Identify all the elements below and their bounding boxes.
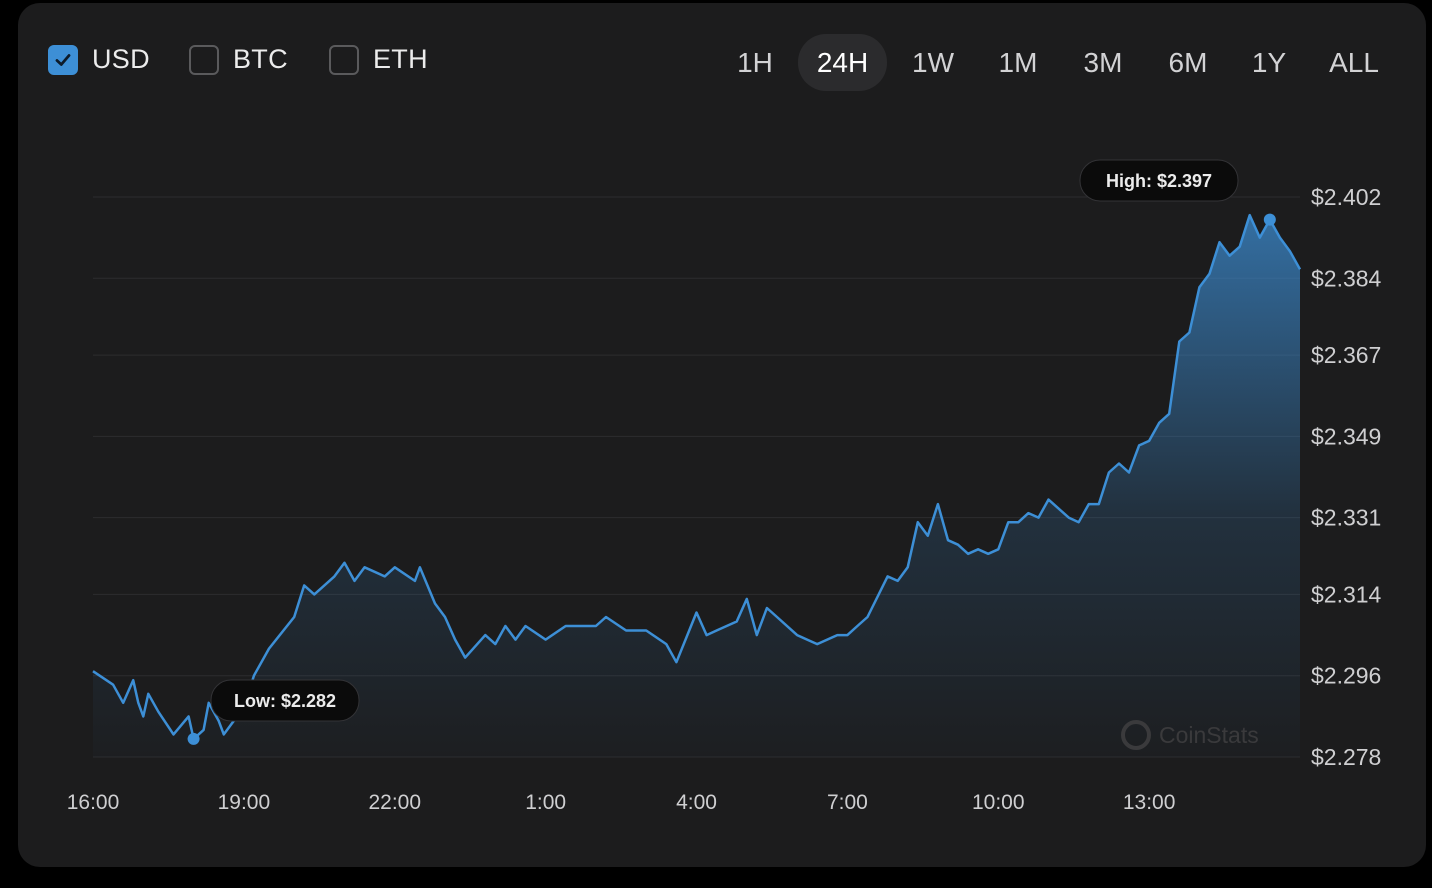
high-point-marker — [1263, 213, 1276, 226]
timeframe-6m[interactable]: 6M — [1168, 47, 1208, 78]
currency-toggle-usd[interactable]: USD — [48, 44, 150, 75]
coinstats-logo-icon — [1121, 720, 1151, 750]
y-tick-label: $2.402 — [1311, 184, 1381, 210]
coinstats-watermark: CoinStats — [1121, 720, 1259, 750]
currency-toggle-btc[interactable]: BTC — [189, 44, 288, 75]
high-tooltip-text: High: $2.397 — [1106, 171, 1212, 191]
x-tick-label: 16:00 — [67, 791, 120, 814]
y-tick-label: $2.384 — [1311, 265, 1382, 291]
timeframe-24h[interactable]: 24H — [798, 34, 887, 91]
usd-checkbox[interactable] — [48, 44, 78, 75]
y-tick-label: $2.331 — [1311, 505, 1381, 531]
timeframe-3m[interactable]: 3M — [1083, 47, 1123, 78]
high-tooltip — [1079, 159, 1239, 202]
checkmark-icon — [55, 53, 71, 66]
y-tick-label: $2.314 — [1311, 581, 1382, 607]
btc-checkbox[interactable] — [189, 44, 219, 75]
watermark-text: CoinStats — [1159, 722, 1259, 748]
currency-label-usd: USD — [92, 44, 150, 74]
x-tick-label: 10:00 — [972, 791, 1025, 814]
timeframe-1m[interactable]: 1M — [998, 47, 1038, 78]
x-tick-label: 22:00 — [368, 791, 421, 814]
timeframe-1y[interactable]: 1Y — [1251, 47, 1287, 78]
x-tick-label: 13:00 — [1123, 791, 1176, 814]
eth-checkbox[interactable] — [329, 44, 359, 75]
x-tick-label: 1:00 — [525, 791, 566, 814]
y-tick-label: $2.349 — [1311, 423, 1381, 449]
x-tick-label: 4:00 — [676, 791, 717, 814]
low-point-marker — [187, 732, 200, 745]
price-line — [92, 213, 1302, 741]
y-tick-label: $2.367 — [1311, 342, 1381, 368]
y-tick-label: $2.296 — [1311, 663, 1381, 689]
timeframe-1h[interactable]: 1H — [737, 47, 773, 78]
currency-toggle-eth[interactable]: ETH — [329, 44, 428, 75]
low-tooltip — [210, 679, 360, 722]
low-tooltip-text: Low: $2.282 — [234, 691, 336, 711]
x-tick-label: 7:00 — [827, 791, 868, 814]
price-chart-card: USD BTC ETH 1H 24H 1W 1M 3M 6M 1Y ALL Co… — [18, 3, 1426, 867]
timeframe-1w[interactable]: 1W — [912, 47, 954, 78]
price-area-fill — [93, 215, 1300, 758]
currency-label-eth: ETH — [373, 44, 428, 74]
x-tick-label: 19:00 — [218, 791, 271, 814]
y-tick-label: $2.278 — [1311, 744, 1381, 770]
currency-label-btc: BTC — [233, 44, 288, 74]
price-chart: CoinStats $2.402 $2.384 $2.367 $2.349 $2.331… — [67, 159, 1382, 814]
timeframe-all[interactable]: ALL — [1329, 47, 1379, 78]
